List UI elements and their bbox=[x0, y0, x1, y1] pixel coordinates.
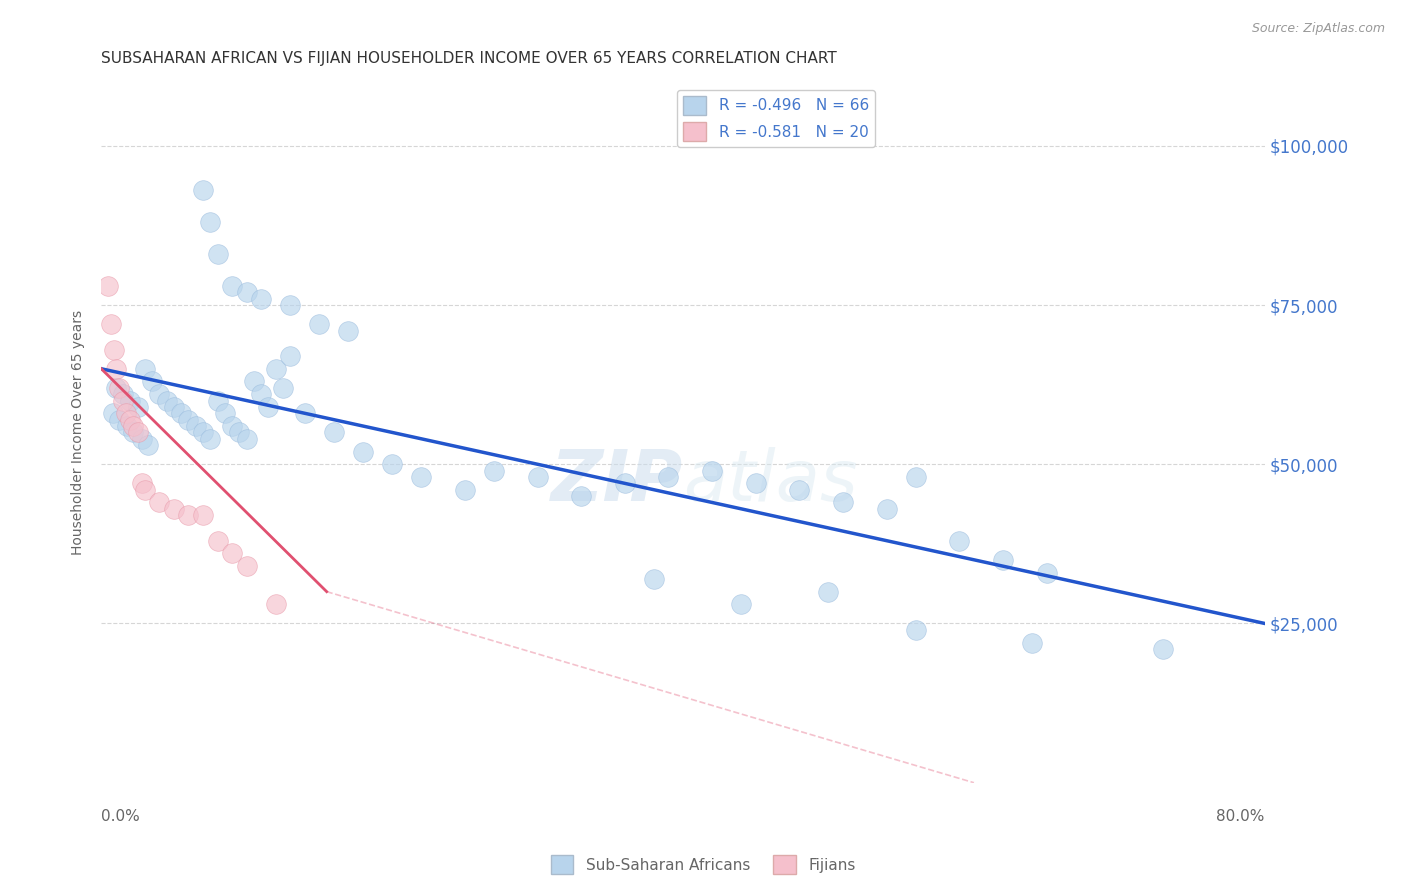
Point bbox=[112, 387, 135, 401]
Point bbox=[131, 432, 153, 446]
Point bbox=[745, 476, 768, 491]
Point bbox=[308, 317, 330, 331]
Point bbox=[117, 419, 139, 434]
Point bbox=[294, 406, 316, 420]
Point bbox=[991, 553, 1014, 567]
Point bbox=[1035, 566, 1057, 580]
Point bbox=[569, 489, 592, 503]
Point bbox=[250, 292, 273, 306]
Point bbox=[235, 559, 257, 574]
Point bbox=[411, 470, 433, 484]
Point bbox=[264, 361, 287, 376]
Point bbox=[643, 572, 665, 586]
Point bbox=[1152, 642, 1174, 657]
Point bbox=[235, 285, 257, 300]
Point bbox=[235, 432, 257, 446]
Point bbox=[191, 508, 214, 523]
Point bbox=[482, 464, 505, 478]
Point bbox=[163, 501, 186, 516]
Point bbox=[120, 412, 142, 426]
Point bbox=[352, 444, 374, 458]
Point bbox=[170, 406, 193, 420]
Point bbox=[104, 361, 127, 376]
Point bbox=[278, 298, 301, 312]
Text: 0.0%: 0.0% bbox=[101, 809, 141, 824]
Point bbox=[207, 393, 229, 408]
Point bbox=[141, 375, 163, 389]
Point bbox=[730, 598, 752, 612]
Point bbox=[454, 483, 477, 497]
Point bbox=[337, 324, 360, 338]
Point bbox=[163, 400, 186, 414]
Point bbox=[221, 279, 243, 293]
Point bbox=[221, 546, 243, 560]
Point bbox=[107, 412, 129, 426]
Point bbox=[228, 425, 250, 440]
Point bbox=[136, 438, 159, 452]
Point bbox=[104, 381, 127, 395]
Point bbox=[323, 425, 346, 440]
Point bbox=[100, 317, 122, 331]
Point bbox=[264, 598, 287, 612]
Text: SUBSAHARAN AFRICAN VS FIJIAN HOUSEHOLDER INCOME OVER 65 YEARS CORRELATION CHART: SUBSAHARAN AFRICAN VS FIJIAN HOUSEHOLDER… bbox=[101, 51, 837, 66]
Point bbox=[112, 393, 135, 408]
Point bbox=[97, 279, 120, 293]
Point bbox=[904, 470, 927, 484]
Point bbox=[134, 361, 156, 376]
Y-axis label: Householder Income Over 65 years: Householder Income Over 65 years bbox=[72, 310, 86, 555]
Point bbox=[120, 393, 142, 408]
Text: Source: ZipAtlas.com: Source: ZipAtlas.com bbox=[1251, 22, 1385, 36]
Point bbox=[103, 343, 125, 357]
Text: atlas: atlas bbox=[683, 447, 858, 516]
Point bbox=[200, 432, 222, 446]
Point bbox=[177, 412, 200, 426]
Point bbox=[127, 400, 149, 414]
Text: 80.0%: 80.0% bbox=[1216, 809, 1265, 824]
Point bbox=[221, 419, 243, 434]
Point bbox=[107, 381, 129, 395]
Point bbox=[250, 387, 273, 401]
Point bbox=[257, 400, 280, 414]
Point bbox=[115, 406, 138, 420]
Point bbox=[200, 215, 222, 229]
Point bbox=[789, 483, 811, 497]
Point bbox=[817, 584, 839, 599]
Text: ZIP: ZIP bbox=[551, 447, 683, 516]
Point bbox=[131, 476, 153, 491]
Point bbox=[191, 425, 214, 440]
Point bbox=[832, 495, 855, 509]
Point bbox=[613, 476, 636, 491]
Point bbox=[101, 406, 124, 420]
Point bbox=[214, 406, 236, 420]
Point bbox=[156, 393, 179, 408]
Point bbox=[948, 533, 970, 548]
Point bbox=[122, 419, 145, 434]
Legend: Sub-Saharan Africans, Fijians: Sub-Saharan Africans, Fijians bbox=[544, 849, 862, 880]
Point bbox=[207, 247, 229, 261]
Point bbox=[207, 533, 229, 548]
Point bbox=[134, 483, 156, 497]
Point bbox=[700, 464, 723, 478]
Point bbox=[381, 457, 404, 471]
Point bbox=[271, 381, 294, 395]
Point bbox=[148, 387, 170, 401]
Point bbox=[177, 508, 200, 523]
Point bbox=[191, 183, 214, 197]
Point bbox=[148, 495, 170, 509]
Point bbox=[904, 623, 927, 637]
Legend: R = -0.496   N = 66, R = -0.581   N = 20: R = -0.496 N = 66, R = -0.581 N = 20 bbox=[678, 90, 875, 147]
Point bbox=[184, 419, 207, 434]
Point bbox=[278, 349, 301, 363]
Point bbox=[243, 375, 266, 389]
Point bbox=[876, 501, 898, 516]
Point bbox=[526, 470, 548, 484]
Point bbox=[657, 470, 679, 484]
Point bbox=[127, 425, 149, 440]
Point bbox=[1021, 635, 1043, 649]
Point bbox=[122, 425, 145, 440]
